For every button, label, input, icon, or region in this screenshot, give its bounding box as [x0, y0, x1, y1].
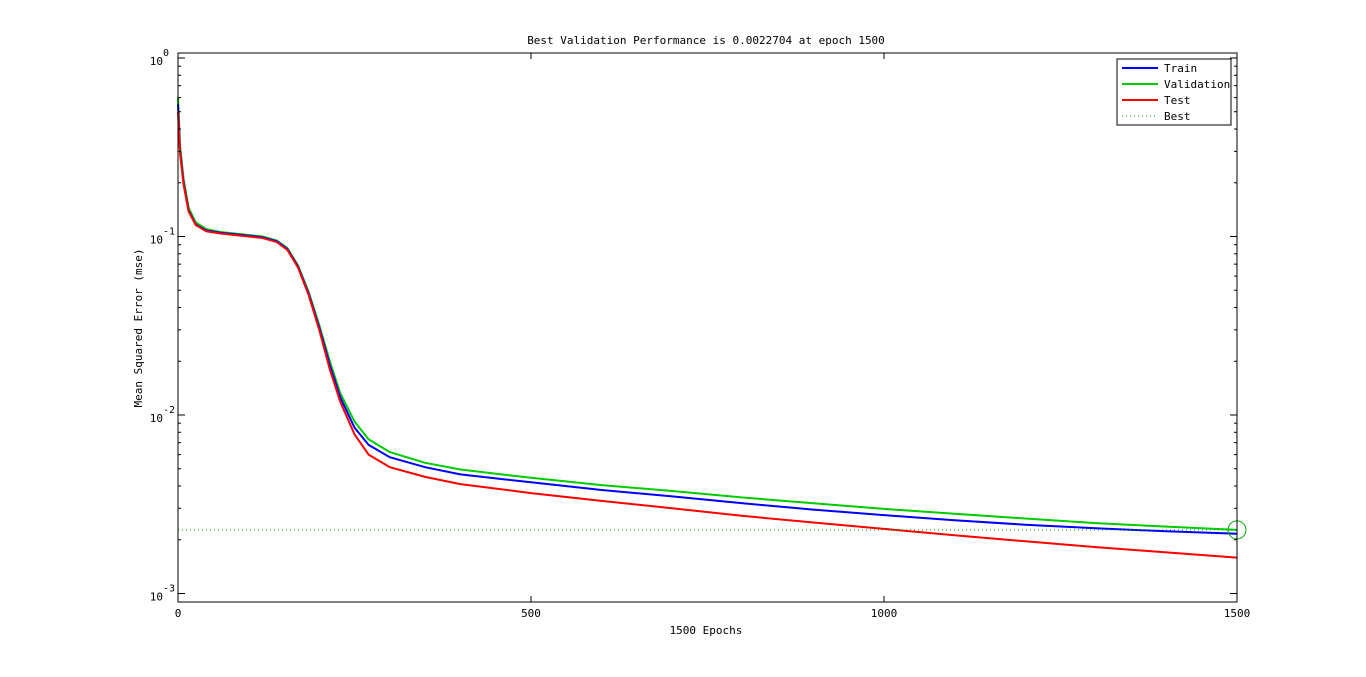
y-tick-exponent: -1 [163, 227, 175, 238]
x-tick-label: 1000 [871, 607, 898, 620]
x-axis-label: 1500 Epochs [670, 624, 743, 637]
series-line-validation [177, 97, 1238, 531]
legend-label-test: Test [1164, 94, 1191, 107]
y-tick-exponent: -3 [163, 584, 175, 595]
y-tick-exponent: -2 [163, 405, 175, 416]
y-tick-base: 10 [150, 234, 163, 247]
y-tick-label: 100 [150, 48, 169, 68]
y-tick-label: 10-3 [150, 584, 175, 604]
y-tick-base: 10 [150, 591, 163, 604]
legend-label-validation: Validation [1164, 78, 1230, 91]
y-tick-exponent: 0 [163, 48, 169, 59]
legend: Train Validation Test Best [1116, 58, 1232, 126]
legend-label-train: Train [1164, 62, 1197, 75]
x-tick-label: 500 [521, 607, 541, 620]
plot-frame [177, 52, 1238, 603]
x-axis: 0 500 1000 1500 [175, 53, 1251, 620]
y-tick-base: 10 [150, 412, 163, 425]
legend-label-best: Best [1164, 110, 1191, 123]
y-axis-label: Mean Squared Error (mse) [132, 249, 145, 408]
chart-title: Best Validation Performance is 0.0022704… [527, 34, 885, 47]
x-tick-label: 0 [175, 607, 182, 620]
x-tick-label: 1500 [1224, 607, 1251, 620]
series-layer [177, 97, 1238, 559]
series-line-test [177, 111, 1238, 559]
y-tick-label: 10-2 [150, 405, 175, 425]
y-tick-base: 10 [150, 55, 163, 68]
y-tick-label: 10-1 [150, 227, 175, 247]
legend-box [1116, 58, 1232, 126]
